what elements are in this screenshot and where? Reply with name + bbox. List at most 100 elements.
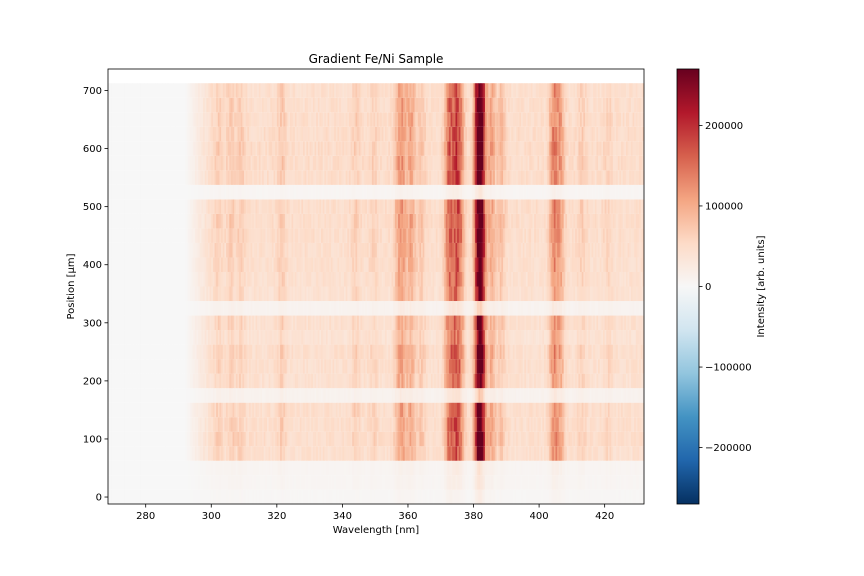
heatmap-cell xyxy=(329,431,332,447)
heatmap-cell xyxy=(381,286,384,302)
heatmap-cell xyxy=(268,344,271,360)
heatmap-cell xyxy=(632,431,635,447)
heatmap-cell xyxy=(537,373,540,389)
heatmap-cell xyxy=(142,271,145,287)
heatmap-cell xyxy=(491,402,494,418)
heatmap-cell xyxy=(181,388,184,403)
heatmap-cell xyxy=(126,359,129,374)
heatmap-cell xyxy=(501,417,504,432)
heatmap-cell xyxy=(481,446,484,461)
heatmap-cell xyxy=(129,359,132,374)
heatmap-cell xyxy=(339,315,342,331)
heatmap-cell xyxy=(194,373,197,389)
heatmap-cell xyxy=(345,315,348,331)
heatmap-cell xyxy=(366,286,370,302)
heatmap-cell xyxy=(260,475,263,490)
heatmap-cell xyxy=(203,475,206,490)
heatmap-cell xyxy=(591,402,594,418)
heatmap-cell xyxy=(317,402,320,418)
heatmap-cell xyxy=(368,301,371,316)
heatmap-cell xyxy=(368,388,371,403)
heatmap-cell xyxy=(119,489,122,504)
heatmap-cell xyxy=(119,417,122,432)
heatmap-cell xyxy=(163,417,166,432)
heatmap-cell xyxy=(524,446,527,461)
heatmap-cell xyxy=(575,286,578,302)
heatmap-cell xyxy=(181,489,184,504)
heatmap-cell xyxy=(365,388,368,403)
heatmap-cell xyxy=(216,271,219,287)
heatmap-cell xyxy=(514,315,517,331)
heatmap-cell xyxy=(334,301,337,316)
heatmap-cell xyxy=(366,359,370,374)
heatmap-cell xyxy=(445,460,448,476)
heatmap-cell xyxy=(335,330,338,345)
heatmap-cell xyxy=(427,344,430,360)
heatmap-cell xyxy=(563,388,566,403)
heatmap-cell xyxy=(342,301,345,316)
heatmap-cell xyxy=(139,446,142,461)
heatmap-cell xyxy=(219,388,222,403)
heatmap-cell xyxy=(207,271,211,287)
heatmap-cell xyxy=(409,417,412,432)
heatmap-cell xyxy=(209,359,212,374)
heatmap-cell xyxy=(316,359,319,374)
heatmap-cell xyxy=(427,417,430,432)
heatmap-cell xyxy=(432,489,435,504)
heatmap-cell xyxy=(444,330,447,345)
heatmap-cell xyxy=(365,475,368,490)
heatmap-cell xyxy=(604,446,607,461)
heatmap-cell xyxy=(504,489,507,504)
heatmap-cell xyxy=(594,431,597,447)
heatmap-cell xyxy=(399,417,402,432)
heatmap-cell xyxy=(278,315,281,331)
heatmap-cell xyxy=(575,373,578,389)
heatmap-cell xyxy=(385,431,388,447)
heatmap-cell xyxy=(462,431,465,447)
heatmap-cell xyxy=(450,344,453,360)
heatmap-cell xyxy=(294,475,297,490)
heatmap-cell xyxy=(252,344,255,360)
heatmap-cell xyxy=(434,315,437,331)
heatmap-cell xyxy=(334,446,337,461)
heatmap-cell xyxy=(212,460,215,476)
heatmap-cell xyxy=(376,460,379,476)
heatmap-cell xyxy=(329,315,332,331)
heatmap-cell xyxy=(309,315,312,331)
heatmap-cell xyxy=(176,373,179,389)
heatmap-cell xyxy=(344,344,347,360)
heatmap-cell xyxy=(111,286,114,302)
heatmap-cell xyxy=(273,359,276,374)
heatmap-cell xyxy=(558,315,561,331)
heatmap-cell xyxy=(204,446,207,461)
heatmap-cell xyxy=(153,373,156,389)
heatmap-cell xyxy=(450,460,453,476)
heatmap-cell xyxy=(570,460,573,476)
heatmap-cell xyxy=(611,359,614,374)
heatmap-cell xyxy=(427,460,430,476)
heatmap-cell xyxy=(289,417,292,432)
heatmap-cell xyxy=(129,417,132,432)
heatmap-cell xyxy=(385,330,388,345)
heatmap-cell xyxy=(357,344,360,360)
heatmap-cell xyxy=(347,489,350,504)
heatmap-cell xyxy=(578,315,581,331)
heatmap-cell xyxy=(624,460,627,476)
heatmap-cell xyxy=(607,388,610,403)
heatmap-cell xyxy=(612,460,615,476)
heatmap-cell xyxy=(366,489,370,504)
heatmap-cell xyxy=(189,489,192,504)
heatmap-cell xyxy=(375,446,378,461)
heatmap-cell xyxy=(212,344,215,360)
heatmap-cell xyxy=(625,402,629,418)
heatmap-cell xyxy=(503,431,506,447)
heatmap-cell xyxy=(421,330,424,345)
heatmap-cell xyxy=(611,460,614,476)
heatmap-cell xyxy=(312,359,315,374)
heatmap-cell xyxy=(376,373,379,389)
heatmap-cell xyxy=(242,286,245,302)
heatmap-cell xyxy=(522,446,525,461)
heatmap-cell xyxy=(194,417,197,432)
heatmap-cell xyxy=(403,489,406,504)
heatmap-cell xyxy=(194,431,197,447)
